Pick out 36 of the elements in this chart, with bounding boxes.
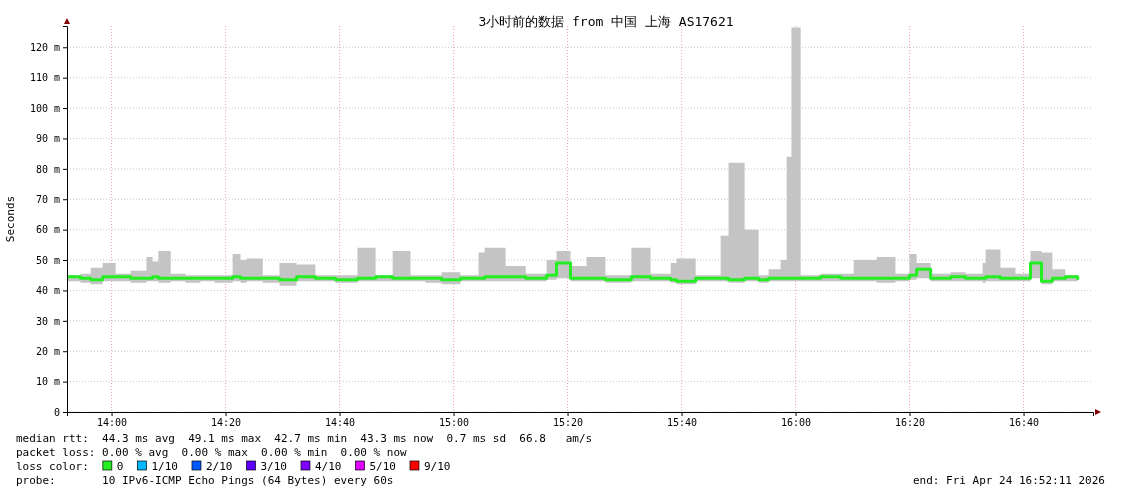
y-tick-label: 30 m	[35, 315, 60, 327]
y-tick-label: 90 m	[35, 133, 60, 145]
y-tick-label: 50 m	[35, 254, 60, 266]
x-tick-label: 16:40	[1009, 417, 1040, 429]
x-tick-label: 15:40	[667, 417, 698, 429]
legend-label: 4/10	[314, 460, 342, 473]
y-tick-label: 110 m	[29, 72, 60, 84]
legend-label: 2/10	[205, 460, 233, 473]
y-tick-label: 60 m	[35, 224, 60, 236]
y-tick-label: 70 m	[35, 193, 60, 205]
y-tick-label: 80 m	[35, 163, 60, 175]
text: probe: 10 IPv6-ICMP Echo Pings (64 Bytes) every 60s	[16, 474, 394, 487]
y-tick-label: 10 m	[35, 376, 60, 388]
text: median rtt: 44.3 ms avg 49.1 ms max 42.7 ms min 43.3 ms now 0.7 ms sd 66.8 am/s	[16, 432, 593, 445]
y-tick-label: 120 m	[29, 41, 60, 53]
y-tick-label: 40 m	[35, 285, 60, 297]
text: end: Fri Apr 24 16:52:11 2026	[912, 474, 1105, 487]
chart-title: 3小时前的数据 from 中国 上海 AS17621	[478, 14, 734, 29]
legend-label: 5/10	[369, 460, 396, 473]
legend-label: 1/10	[151, 460, 178, 473]
legend-label: 9/10	[423, 460, 451, 473]
legend-label: 3/10	[260, 460, 287, 473]
x-tick-label: 15:00	[439, 417, 470, 429]
y-tick-label: 0	[53, 406, 60, 418]
legend-label: 0	[116, 460, 124, 473]
x-tick-label: 14:40	[325, 417, 356, 429]
x-tick-label: 14:00	[97, 417, 128, 429]
x-tick-label: 16:00	[781, 417, 812, 429]
y-tick-label: 20 m	[35, 345, 60, 357]
x-tick-label: 16:20	[895, 417, 926, 429]
y-axis-title: Seconds	[4, 195, 17, 243]
y-tick-label: 100 m	[29, 102, 60, 114]
legend-title: loss color:	[16, 460, 89, 473]
text: packet loss: 0.00 % avg 0.00 % max 0.00 % min 0.00 % now	[16, 446, 408, 459]
x-tick-label: 15:20	[553, 417, 584, 429]
x-tick-label: 14:20	[211, 417, 242, 429]
